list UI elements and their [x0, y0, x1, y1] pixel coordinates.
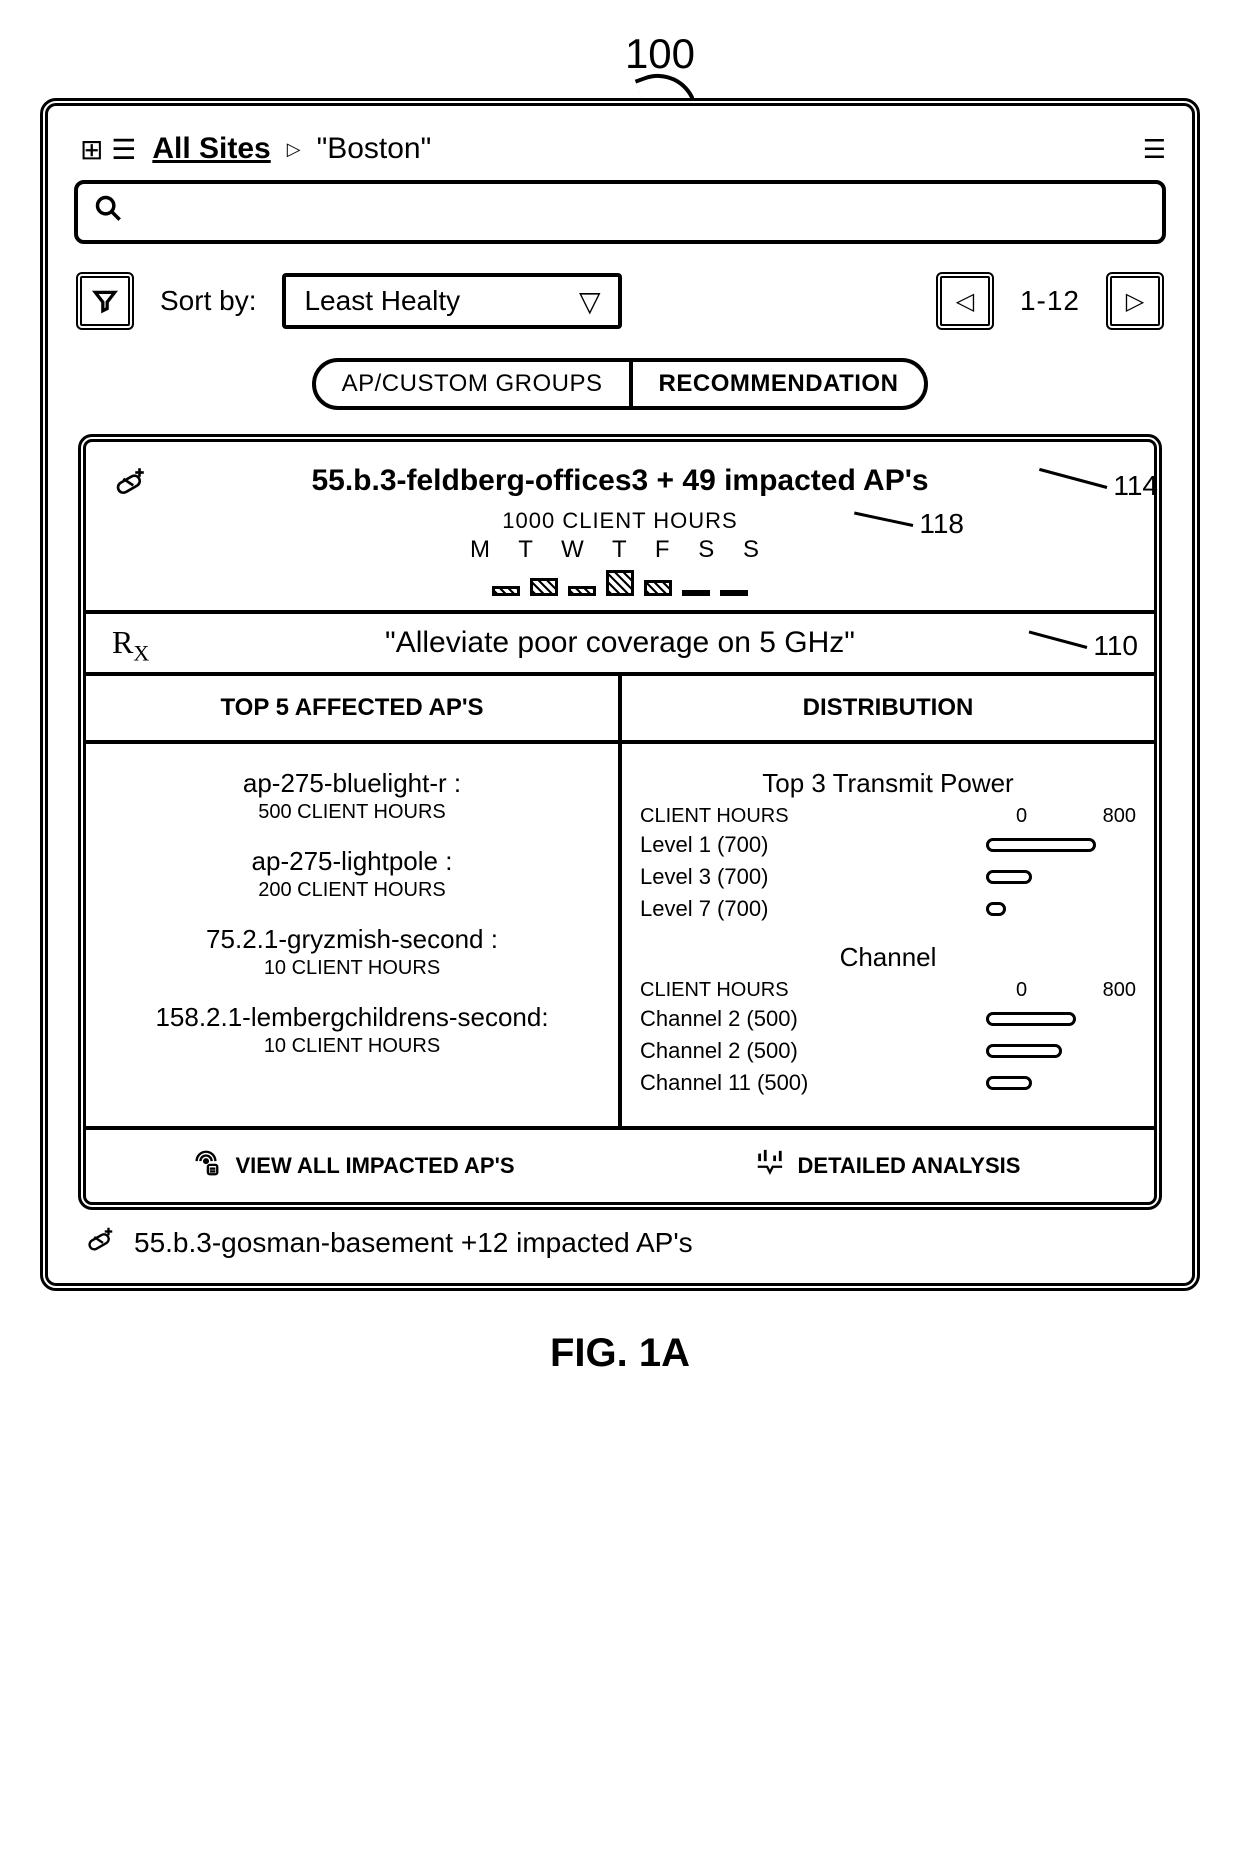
two-col-head: TOP 5 AFFECTED AP'S DISTRIBUTION	[86, 676, 1154, 744]
next-page-button[interactable]: ▷	[1106, 272, 1164, 330]
next-card-title: 55.b.3-gosman-basement +12 impacted AP's	[134, 1227, 693, 1259]
ap-client-hours: 500 CLIENT HOURS	[104, 801, 600, 824]
figure-caption: FIG. 1A	[0, 1311, 1240, 1416]
chevron-down-icon: ▽	[579, 285, 601, 318]
search-icon	[94, 194, 122, 230]
card-title: 55.b.3-feldberg-offices3 + 49 impacted A…	[311, 464, 928, 497]
ap-name: ap-275-lightpole :	[104, 846, 600, 877]
col-head-distribution: DISTRIBUTION	[622, 676, 1154, 740]
filter-button[interactable]	[76, 272, 134, 330]
tab-row: AP/CUSTOM GROUPS RECOMMENDATION	[74, 358, 1166, 434]
callout-110: 110	[1027, 630, 1138, 662]
search-input[interactable]	[74, 180, 1166, 244]
chevron-right-icon: ▷	[287, 139, 301, 160]
dist-power-title: Top 3 Transmit Power	[640, 768, 1136, 799]
sort-label: Sort by:	[160, 285, 256, 317]
dist-row-label: Level 7 (700)	[640, 896, 986, 922]
ap-name: 75.2.1-gryzmish-second :	[104, 924, 600, 955]
two-col-body: ap-275-bluelight-r :500 CLIENT HOURSap-2…	[86, 744, 1154, 1130]
week-bar	[492, 586, 520, 596]
view-all-aps-button[interactable]: VIEW ALL IMPACTED AP'S	[86, 1130, 620, 1202]
week-bar	[606, 570, 634, 596]
dist-bar	[986, 1044, 1062, 1058]
tab-groups[interactable]: AP/CUSTOM GROUPS	[316, 362, 633, 406]
app-frame: ⊞ ☰ All Sites ▷ "Boston" ☰ Sort by: Leas…	[40, 98, 1200, 1291]
dist-bar	[986, 838, 1096, 852]
dist-row-label: Channel 2 (500)	[640, 1038, 986, 1064]
ap-list-icon	[191, 1148, 221, 1184]
week-days: M T W T F S S	[86, 536, 1154, 564]
week-bar	[530, 578, 558, 596]
week-bars	[86, 566, 1154, 596]
analysis-icon	[754, 1148, 784, 1184]
dist-row-label: Level 3 (700)	[640, 864, 986, 890]
dist-row: Level 3 (700)	[640, 864, 1136, 890]
ap-client-hours: 10 CLIENT HOURS	[104, 957, 600, 980]
dist-channel-title: Channel	[640, 942, 1136, 973]
callout-118: 118	[853, 508, 964, 540]
ap-item: ap-275-bluelight-r :500 CLIENT HOURS	[104, 768, 600, 824]
prev-page-button[interactable]: ◁	[936, 272, 994, 330]
ap-client-hours: 200 CLIENT HOURS	[104, 879, 600, 902]
rx-text: "Alleviate poor coverage on 5 GHz"	[385, 626, 855, 659]
breadcrumb: ⊞ ☰ All Sites ▷ "Boston" ☰	[74, 128, 1166, 180]
rx-icon: RX	[112, 624, 149, 666]
dist-bar	[986, 1012, 1076, 1026]
pill-plus-icon	[114, 464, 148, 506]
affected-aps-list: ap-275-bluelight-r :500 CLIENT HOURSap-2…	[86, 744, 622, 1126]
page-range: 1-12	[1020, 285, 1080, 317]
dist-row: Level 7 (700)	[640, 896, 1136, 922]
dist-row: Channel 2 (500)	[640, 1038, 1136, 1064]
dist-row-label: Channel 2 (500)	[640, 1006, 986, 1032]
dist-row: Channel 11 (500)	[640, 1070, 1136, 1096]
recommendation-card: 55.b.3-feldberg-offices3 + 49 impacted A…	[78, 434, 1162, 1210]
breadcrumb-root[interactable]: All Sites	[152, 132, 270, 166]
grid-icon: ⊞ ☰	[80, 133, 136, 166]
dist-bar	[986, 1076, 1032, 1090]
dist-bar	[986, 902, 1006, 916]
rx-row: RX "Alleviate poor coverage on 5 GHz" 11…	[86, 610, 1154, 676]
breadcrumb-current: "Boston"	[317, 132, 432, 166]
dist-row: Channel 2 (500)	[640, 1006, 1136, 1032]
week-bar	[720, 590, 748, 596]
col-head-affected: TOP 5 AFFECTED AP'S	[86, 676, 622, 740]
ap-item: 75.2.1-gryzmish-second :10 CLIENT HOURS	[104, 924, 600, 980]
card-header: 55.b.3-feldberg-offices3 + 49 impacted A…	[86, 442, 1154, 508]
dist-row-label: Level 1 (700)	[640, 832, 986, 858]
callout-114: 114	[1037, 470, 1158, 502]
week-block: 1000 CLIENT HOURS M T W T F S S 118	[86, 508, 1154, 610]
ap-client-hours: 10 CLIENT HOURS	[104, 1035, 600, 1058]
ap-item: ap-275-lightpole :200 CLIENT HOURS	[104, 846, 600, 902]
dist-power-axis: CLIENT HOURS 0 800	[640, 805, 1136, 828]
dist-channel-axis: CLIENT HOURS 0 800	[640, 979, 1136, 1002]
card-footer: VIEW ALL IMPACTED AP'S DETAILED ANALYSIS	[86, 1130, 1154, 1202]
sort-value: Least Healty	[304, 285, 460, 317]
dist-row: Level 1 (700)	[640, 832, 1136, 858]
tab-recommendation[interactable]: RECOMMENDATION	[633, 362, 925, 406]
controls-row: Sort by: Least Healty ▽ ◁ 1-12 ▷	[74, 272, 1166, 358]
ap-name: ap-275-bluelight-r :	[104, 768, 600, 799]
dist-bar	[986, 870, 1032, 884]
dist-row-label: Channel 11 (500)	[640, 1070, 986, 1096]
sort-select[interactable]: Least Healty ▽	[282, 273, 622, 329]
week-bar	[682, 590, 710, 596]
week-bar	[568, 586, 596, 596]
next-recommendation-row[interactable]: 55.b.3-gosman-basement +12 impacted AP's	[74, 1210, 1166, 1261]
week-bar	[644, 580, 672, 596]
pill-plus-icon	[86, 1224, 116, 1261]
detailed-analysis-button[interactable]: DETAILED ANALYSIS	[620, 1130, 1154, 1202]
figure-ref-top: 100	[0, 0, 1240, 78]
ap-name: 158.2.1-lembergchildrens-second:	[104, 1002, 600, 1033]
menu-icon[interactable]: ☰	[1143, 134, 1166, 165]
distribution-panel: Top 3 Transmit Power CLIENT HOURS 0 800 …	[622, 744, 1154, 1126]
ap-item: 158.2.1-lembergchildrens-second:10 CLIEN…	[104, 1002, 600, 1058]
client-hours-label: 1000 CLIENT HOURS	[86, 508, 1154, 534]
